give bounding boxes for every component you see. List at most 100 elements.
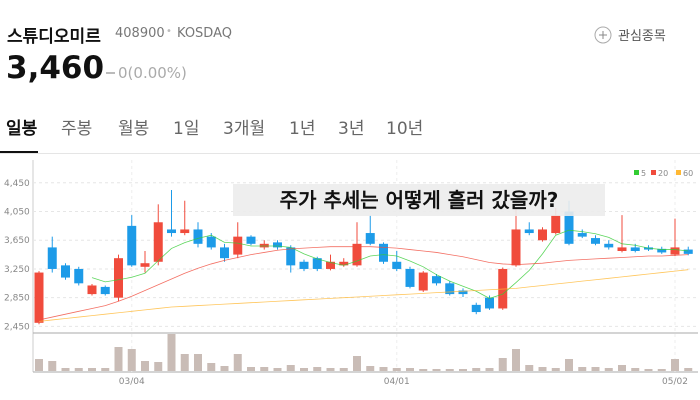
volume-bar	[591, 367, 600, 371]
flat-icon	[106, 72, 115, 74]
volume-bar	[167, 334, 176, 371]
tab[interactable]: 1일	[173, 119, 200, 139]
tab[interactable]: 10년	[386, 119, 424, 139]
candle-body	[74, 268, 84, 284]
volume-bar	[61, 368, 70, 371]
volume-bar	[260, 367, 269, 371]
volume-bar	[644, 369, 653, 371]
legend-label: 5	[641, 169, 646, 178]
tab[interactable]: 3년	[338, 119, 365, 139]
volume-bar	[101, 368, 110, 371]
volume-bar	[432, 369, 441, 371]
legend-label: 20	[658, 169, 668, 178]
candle-body	[379, 243, 388, 262]
tab[interactable]: 1년	[289, 119, 316, 139]
candle-body	[617, 247, 627, 251]
change: 0(0.00%)	[118, 64, 187, 82]
candle-body	[206, 236, 216, 248]
tab[interactable]: 3개월	[223, 119, 266, 139]
candle-body	[220, 247, 229, 259]
volume-bar	[194, 354, 202, 371]
volume-bar	[551, 368, 560, 371]
candle-body	[432, 276, 441, 284]
candle-body	[273, 242, 282, 248]
volume-bar	[538, 367, 547, 371]
candle-body	[140, 263, 150, 267]
volume-bar	[74, 368, 83, 371]
y-tick-label: 4,450	[4, 179, 30, 189]
candle-body	[34, 272, 44, 323]
candle-body	[511, 229, 521, 266]
candle-body	[538, 229, 547, 241]
ma-line	[38, 269, 689, 322]
volume-bar	[88, 368, 96, 371]
volume-bar	[445, 369, 454, 371]
candle-body	[392, 261, 402, 269]
plus-icon[interactable]	[594, 26, 612, 44]
y-tick-label: 2,450	[4, 322, 30, 332]
volume-bar	[459, 369, 467, 371]
candle-body	[127, 225, 137, 266]
y-tick-label: 2,850	[4, 294, 30, 304]
candle-body	[683, 249, 693, 254]
volume-bar	[525, 365, 534, 371]
volume-bar	[286, 365, 295, 371]
watch-button[interactable]: 관심종목	[618, 29, 666, 44]
volume-bar	[565, 359, 573, 371]
stock-code: 408900	[115, 26, 165, 41]
volume-bar	[207, 363, 216, 371]
volume-bar	[180, 354, 189, 371]
candle-body	[365, 233, 375, 244]
candle-body	[485, 297, 494, 309]
stock-name: 스튜디오미르	[7, 27, 101, 47]
volume-bar	[35, 359, 43, 371]
y-tick-label: 3,650	[4, 236, 30, 246]
tab[interactable]: 일봉	[6, 119, 38, 139]
volume-bar	[313, 367, 322, 371]
volume-bar	[379, 367, 388, 371]
candle-body	[604, 243, 614, 248]
tab-underline	[0, 151, 38, 153]
market: KOSDAQ	[177, 26, 232, 41]
candle-body	[405, 268, 415, 287]
candle-body	[458, 290, 468, 295]
candle-body	[193, 229, 203, 244]
candle-body	[299, 261, 309, 269]
candle-body	[670, 247, 680, 255]
tab[interactable]: 월봉	[118, 119, 150, 139]
candle-body	[47, 247, 57, 269]
x-tick-label: 05/02	[662, 377, 688, 387]
volume-bar	[578, 367, 587, 371]
volume-bar	[485, 368, 494, 371]
y-tick-label: 3,250	[4, 265, 30, 275]
candle-body	[551, 215, 561, 234]
candle-body	[445, 283, 455, 295]
candle-body	[167, 229, 176, 234]
volume-bar	[657, 369, 666, 371]
candle-body	[114, 258, 123, 298]
price: 3,460	[6, 50, 105, 86]
volume-bar	[604, 368, 613, 371]
volume-bar	[472, 368, 481, 371]
candle-body	[153, 222, 163, 262]
separator: •	[166, 26, 172, 37]
candle-body	[524, 229, 534, 234]
volume-bar	[498, 358, 507, 371]
candle-body	[339, 261, 349, 266]
candle-body	[312, 258, 322, 269]
candle-body	[564, 211, 574, 244]
volume-bar	[671, 359, 679, 371]
volume-bar	[631, 368, 640, 371]
volume-bar	[220, 366, 229, 371]
candle-body	[657, 248, 667, 253]
candle-body	[471, 304, 481, 313]
divider	[0, 153, 700, 154]
legend-label: 60	[683, 169, 693, 178]
volume-bar	[300, 368, 308, 371]
legend-swatch	[676, 170, 681, 175]
volume-bar	[419, 369, 428, 371]
candle-body	[233, 236, 243, 255]
candle-body	[87, 285, 97, 295]
tab[interactable]: 주봉	[61, 119, 93, 139]
